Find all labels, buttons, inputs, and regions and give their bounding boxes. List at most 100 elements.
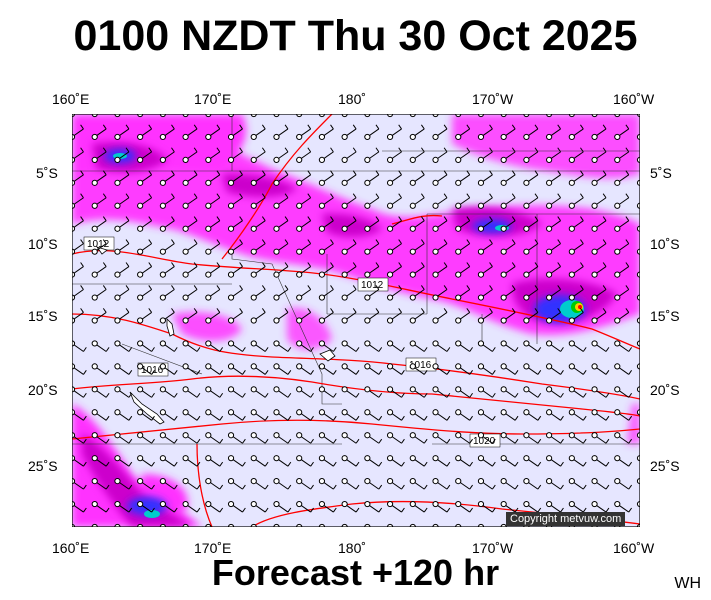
wind-station-marker xyxy=(477,225,485,232)
wind-barb-feather xyxy=(242,415,246,421)
wind-barb-feather xyxy=(537,507,542,513)
wind-barb-feather xyxy=(511,193,516,199)
wind-station-marker xyxy=(591,248,598,255)
wind-barb-feather xyxy=(83,461,87,467)
wind-barb-feather xyxy=(466,308,471,313)
wind-barb-feather xyxy=(582,438,587,444)
wind-barb-feather xyxy=(151,370,155,375)
wind-barb-feather xyxy=(401,484,405,490)
wind-station-marker xyxy=(364,202,371,209)
wind-station-marker xyxy=(341,409,348,416)
wind-station-marker xyxy=(318,386,326,393)
wind-barb-feather xyxy=(287,392,292,398)
wind-barb-feather xyxy=(469,392,473,398)
wind-barb-feather xyxy=(102,147,107,153)
wind-station-marker xyxy=(432,248,439,255)
wind-barb-feather xyxy=(242,484,246,490)
wind-station-marker xyxy=(341,500,348,508)
wind-station-marker xyxy=(546,409,553,416)
wind-station-marker xyxy=(432,500,439,508)
wind-station-marker xyxy=(591,133,598,141)
wind-station-marker xyxy=(432,156,439,163)
wind-station-marker xyxy=(386,455,394,462)
wind-barb-feather xyxy=(102,308,107,313)
wind-barb-feather xyxy=(557,124,561,130)
author-initials: WH xyxy=(674,575,701,592)
wind-station-marker xyxy=(250,363,257,370)
wind-barb-feather xyxy=(242,347,246,352)
wind-station-marker xyxy=(364,432,371,439)
wind-barb-feather xyxy=(332,461,337,467)
wind-barb-feather xyxy=(602,193,607,199)
wind-station-marker xyxy=(455,156,462,163)
wind-barb-feather xyxy=(83,370,87,375)
wind-station-marker xyxy=(477,248,485,255)
wind-station-marker xyxy=(227,409,235,416)
wind-barb-feather xyxy=(83,484,87,490)
wind-station-marker xyxy=(91,294,98,301)
isobar-label-1016-west: 1016 xyxy=(141,365,164,376)
wind-station-marker xyxy=(546,248,553,255)
wind-barb-feather xyxy=(151,347,155,352)
wind-barb-feather xyxy=(378,415,383,421)
wind-station-marker xyxy=(205,294,212,301)
wind-barb-feather xyxy=(492,461,496,467)
wind-barb-feather xyxy=(102,285,107,290)
wind-barb-feather xyxy=(511,170,516,176)
wind-station-marker xyxy=(159,363,166,370)
wind-station-marker xyxy=(477,432,485,439)
wind-station-marker xyxy=(500,294,507,301)
wind-barb-feather xyxy=(171,239,175,244)
wind-barb-feather xyxy=(398,239,402,244)
wind-station-marker xyxy=(591,478,598,485)
wind-station-marker xyxy=(273,317,280,324)
wind-barb-feather xyxy=(83,347,87,352)
wind-barb-feather xyxy=(401,507,405,513)
wind-barb-feather xyxy=(287,461,292,467)
wind-station-marker xyxy=(182,363,189,370)
wind-barb-feather xyxy=(534,147,539,153)
wind-station-marker xyxy=(364,248,371,255)
wind-barb-feather xyxy=(196,392,201,398)
wind-barb-feather xyxy=(242,370,246,375)
wind-station-marker xyxy=(227,271,235,278)
wind-station-marker xyxy=(137,478,144,485)
wind-barb-feather xyxy=(446,438,451,444)
wind-station-marker xyxy=(500,202,507,209)
wind-barb-feather xyxy=(128,370,133,375)
wind-barb-feather xyxy=(534,216,539,221)
wind-barb-feather xyxy=(242,461,246,467)
wind-station-marker xyxy=(205,478,212,485)
wind-barb-feather xyxy=(193,285,198,290)
wind-station-marker xyxy=(432,294,439,301)
wind-barb-feather xyxy=(420,262,425,267)
wind-station-marker xyxy=(273,340,280,347)
wind-station-marker xyxy=(91,271,98,278)
wind-barb-feather xyxy=(196,461,201,467)
wind-barb-feather xyxy=(307,308,312,313)
wind-barb-feather xyxy=(560,392,564,398)
wind-barb-feather xyxy=(80,285,84,290)
wind-station-marker xyxy=(205,340,212,347)
wind-station-marker xyxy=(614,156,621,163)
wind-station-marker xyxy=(409,455,416,462)
wind-barb-feather xyxy=(284,147,289,153)
wind-barb-feather xyxy=(332,347,337,352)
wind-station-marker xyxy=(114,202,121,209)
wind-barb-feather xyxy=(287,507,292,513)
wind-barb-feather xyxy=(239,216,243,221)
wind-barb-feather xyxy=(171,262,175,267)
wind-station-marker xyxy=(205,179,212,186)
wind-barb-feather xyxy=(355,484,360,490)
wind-barb-feather xyxy=(216,147,221,153)
wind-barb-feather xyxy=(105,461,110,467)
wind-station-marker xyxy=(318,179,326,186)
wind-barb-feather xyxy=(602,285,607,290)
wind-barb-feather xyxy=(287,415,292,421)
wind-barb-feather xyxy=(401,370,405,375)
wind-station-marker xyxy=(182,478,189,485)
wind-barb-feather xyxy=(193,262,198,267)
wind-barb-feather xyxy=(239,262,243,267)
wind-barb-feather xyxy=(242,392,246,398)
wind-barb-feather xyxy=(125,170,130,176)
